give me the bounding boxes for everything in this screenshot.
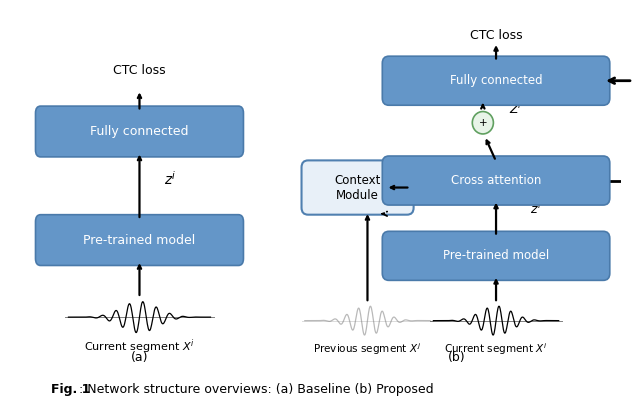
Text: Current segment $X^i$: Current segment $X^i$ — [444, 341, 548, 357]
Text: Fully connected: Fully connected — [90, 125, 189, 138]
Text: +: + — [479, 118, 487, 128]
Text: $z^i$: $z^i$ — [164, 170, 176, 188]
FancyBboxPatch shape — [36, 106, 243, 157]
Text: Pre-trained model: Pre-trained model — [83, 234, 196, 247]
Text: Context
Module: Context Module — [334, 174, 381, 201]
Text: Current segment $X^i$: Current segment $X^i$ — [84, 338, 195, 356]
FancyBboxPatch shape — [36, 215, 243, 265]
Text: Fully connected: Fully connected — [450, 74, 542, 87]
Text: Pre-trained model: Pre-trained model — [443, 249, 549, 262]
FancyBboxPatch shape — [302, 160, 413, 215]
FancyBboxPatch shape — [382, 231, 610, 280]
FancyBboxPatch shape — [382, 56, 610, 105]
Text: (a): (a) — [131, 351, 148, 365]
Text: $z^i$: $z^i$ — [530, 201, 541, 217]
Text: Previous segment $X^j$: Previous segment $X^j$ — [313, 341, 422, 357]
Text: CTC loss: CTC loss — [470, 29, 522, 42]
Text: (b): (b) — [448, 351, 465, 365]
Text: CTC loss: CTC loss — [113, 64, 166, 77]
Text: Fig. 1: Fig. 1 — [51, 383, 90, 396]
Text: Cross attention: Cross attention — [451, 174, 541, 187]
Text: $\tilde{Z}^i$: $\tilde{Z}^i$ — [509, 101, 522, 117]
Circle shape — [472, 111, 493, 134]
Text: e: e — [394, 172, 402, 185]
Text: : Network structure overviews: (a) Baseline (b) Proposed: : Network structure overviews: (a) Basel… — [51, 383, 434, 396]
FancyBboxPatch shape — [382, 156, 610, 205]
